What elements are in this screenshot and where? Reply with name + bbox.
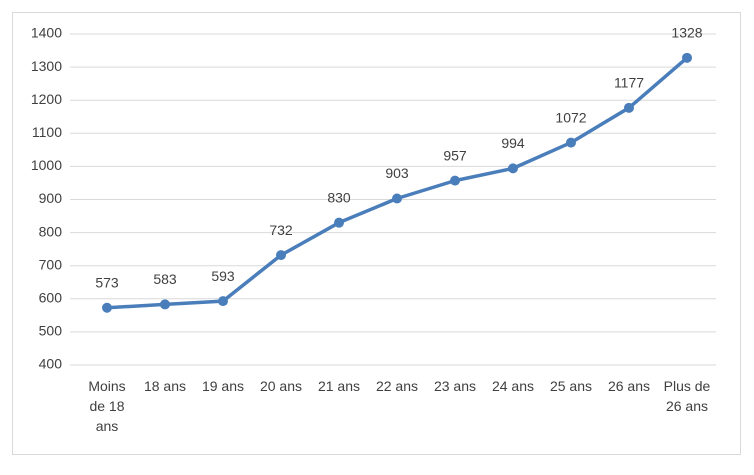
y-tick-label: 1200 bbox=[31, 91, 62, 107]
data-label: 1328 bbox=[671, 25, 702, 41]
data-label: 830 bbox=[327, 189, 351, 205]
x-tick-label: Moins de 18 ans bbox=[88, 378, 125, 434]
data-label: 994 bbox=[501, 135, 525, 151]
point bbox=[160, 299, 170, 310]
x-tick-label: 20 ans bbox=[260, 378, 302, 394]
point bbox=[566, 137, 576, 148]
x-tick-label: 22 ans bbox=[376, 378, 418, 394]
y-tick-label: 1100 bbox=[32, 124, 62, 140]
x-tick-label: 19 ans bbox=[202, 378, 244, 394]
y-tick-label: 700 bbox=[39, 256, 63, 272]
point bbox=[334, 217, 344, 228]
y-tick-label: 400 bbox=[39, 356, 63, 372]
data-label: 732 bbox=[269, 222, 293, 238]
data-label: 957 bbox=[443, 147, 467, 163]
point bbox=[624, 102, 634, 113]
y-tick-label: 1400 bbox=[31, 25, 62, 41]
point bbox=[102, 302, 112, 313]
y-tick-label: 800 bbox=[39, 223, 63, 239]
y-tick-label: 1000 bbox=[31, 157, 62, 173]
y-tick-label: 600 bbox=[39, 290, 63, 306]
x-tick-label: 26 ans bbox=[608, 378, 650, 394]
data-label: 573 bbox=[95, 274, 119, 290]
x-tick-label: Plus de 26 ans bbox=[664, 378, 711, 414]
point bbox=[508, 163, 518, 174]
point bbox=[450, 175, 460, 186]
point bbox=[218, 296, 228, 307]
data-label: 1177 bbox=[614, 75, 644, 91]
point bbox=[392, 193, 402, 204]
y-tick-label: 900 bbox=[39, 190, 63, 206]
x-tick-label: 21 ans bbox=[318, 378, 360, 394]
x-tick-label: 25 ans bbox=[550, 378, 592, 394]
x-tick-label: 18 ans bbox=[144, 378, 186, 394]
y-tick-label: 500 bbox=[39, 323, 63, 339]
y-tick-label: 1300 bbox=[31, 58, 62, 74]
point bbox=[682, 52, 692, 63]
x-tick-label: 23 ans bbox=[434, 378, 476, 394]
x-tick-label: 24 ans bbox=[492, 378, 534, 394]
data-label: 593 bbox=[211, 268, 235, 284]
data-label: 1072 bbox=[555, 109, 586, 125]
chart-border bbox=[12, 12, 741, 455]
point bbox=[276, 250, 286, 261]
data-label: 903 bbox=[385, 165, 409, 181]
data-label: 583 bbox=[153, 271, 177, 287]
